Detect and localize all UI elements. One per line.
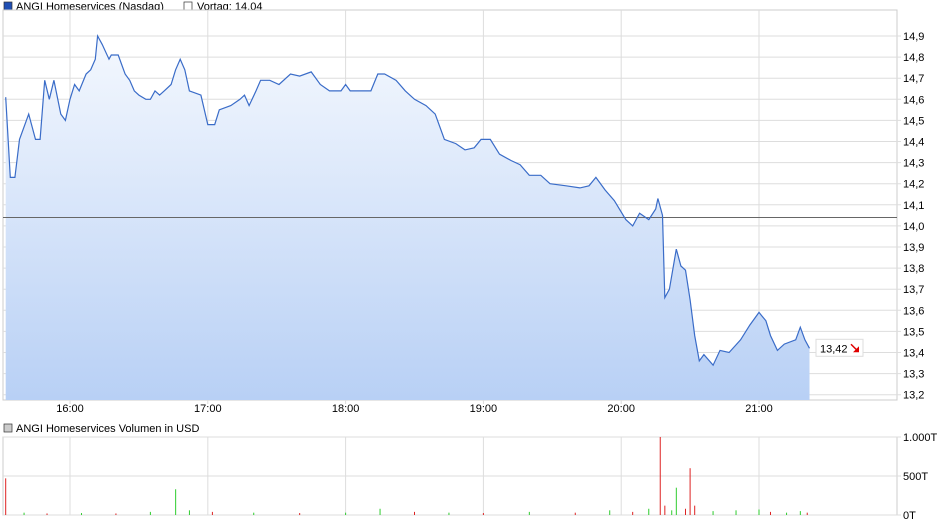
x-tick-label: 19:00 <box>470 403 498 415</box>
y-tick-label: 13,2 <box>903 390 924 402</box>
x-tick-label: 17:00 <box>194 403 222 415</box>
y-tick-label: 14,9 <box>903 31 924 43</box>
y-tick-label: 14,6 <box>903 94 924 106</box>
y-tick-label: 14,1 <box>903 200 924 212</box>
trend-down-arrow-icon <box>850 343 859 353</box>
y-tick-label: 14,7 <box>903 73 924 85</box>
y-tick-label: 13,9 <box>903 242 924 254</box>
legend-swatch-price <box>3 1 13 11</box>
y-tick-label: 13,8 <box>903 263 924 275</box>
x-tick-label: 20:00 <box>607 403 635 415</box>
y-tick-label: 14,0 <box>903 221 924 233</box>
legend-swatch-volume <box>3 423 13 433</box>
x-tick-label: 21:00 <box>745 403 773 415</box>
last-value-box <box>815 338 864 357</box>
legend-label-volume: ANGI Homeservices Volumen in USD <box>16 423 199 435</box>
volume-tick-label: 0T <box>903 510 916 522</box>
price-line <box>5 34 811 367</box>
arrow-head <box>853 346 859 353</box>
volume-tick-label: 1.000T <box>903 432 938 444</box>
x-tick-label: 16:00 <box>56 403 84 415</box>
legend-swatch-previous-close <box>183 1 193 11</box>
volume-tick-label: 500T <box>903 471 928 483</box>
price-area <box>5 36 810 400</box>
y-tick-label: 14,2 <box>903 179 924 191</box>
last-value-label: 13,42 <box>820 343 848 355</box>
y-tick-label: 13,6 <box>903 305 924 317</box>
y-tick-label: 14,3 <box>903 158 924 170</box>
y-tick-label: 14,4 <box>903 137 924 149</box>
y-tick-label: 13,5 <box>903 326 924 338</box>
y-tick-label: 13,4 <box>903 348 924 360</box>
y-tick-label: 14,5 <box>903 115 924 127</box>
x-tick-label: 18:00 <box>332 403 360 415</box>
y-tick-label: 14,8 <box>903 52 924 64</box>
y-tick-label: 13,3 <box>903 369 924 381</box>
y-tick-label: 13,7 <box>903 284 924 296</box>
